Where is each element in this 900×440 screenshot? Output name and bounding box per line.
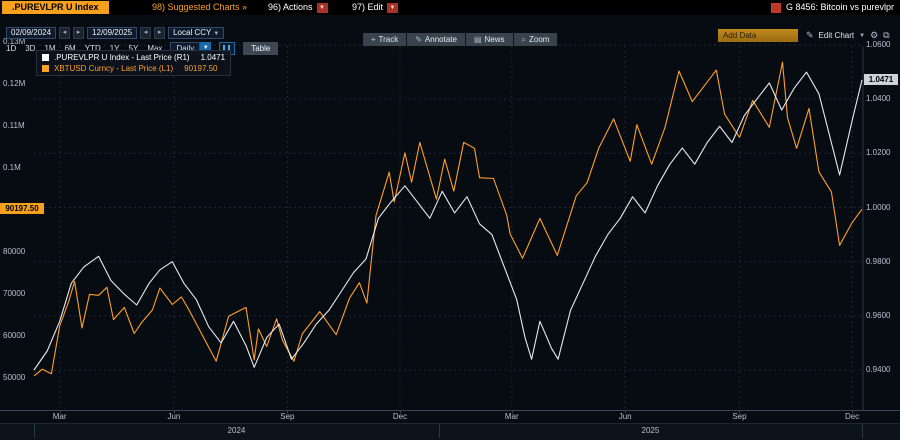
currency-select[interactable]: Local CCY ▼ bbox=[168, 27, 225, 39]
legend-label: .PUREVLPR U Index - Last Price (R1) bbox=[54, 53, 190, 62]
start-date-back-icon[interactable]: ◂ bbox=[59, 27, 71, 39]
chart-panel bbox=[0, 15, 900, 440]
pencil-icon[interactable]: ✎ bbox=[806, 30, 814, 40]
tool-label: Track bbox=[378, 35, 399, 44]
legend-item-xbtusd[interactable]: XBTUSD Curncy - Last Price (L1) 90197.50 bbox=[42, 63, 225, 74]
series-line-purevlpr bbox=[33, 71, 863, 371]
expand-icon[interactable]: ⧉ bbox=[883, 30, 890, 40]
period-5y[interactable]: 5Y bbox=[128, 44, 139, 53]
edit-chart-caret-icon[interactable]: ▼ bbox=[859, 32, 866, 39]
legend-value: 1.0471 bbox=[200, 53, 226, 62]
period-1m[interactable]: 1M bbox=[44, 44, 56, 53]
period-buttons: 1D 3D 1M 6M YTD 1Y 5Y Max bbox=[6, 44, 162, 53]
period-3d[interactable]: 3D bbox=[25, 44, 36, 53]
end-date-input[interactable]: 12/09/2025 bbox=[87, 27, 138, 39]
crosshair-icon: ⌖ bbox=[371, 35, 376, 44]
period-max[interactable]: Max bbox=[147, 44, 163, 53]
window-tag: G 8456: Bitcoin vs purevlpr bbox=[770, 2, 894, 13]
year-band bbox=[0, 423, 900, 440]
title-bar: .PUREVLPR U Index 98) Suggested Charts »… bbox=[0, 0, 900, 15]
period-1y[interactable]: 1Y bbox=[109, 44, 120, 53]
legend-value: 90197.50 bbox=[184, 64, 218, 73]
edit-chart-controls: ✎ Edit Chart ▼ ⚙ ⧉ bbox=[806, 29, 890, 42]
tool-news-button[interactable]: ▤ News bbox=[465, 33, 514, 46]
ticker-tag[interactable]: .PUREVLPR U Index bbox=[2, 1, 109, 14]
actions-menu[interactable]: 96) Actions ▼ bbox=[268, 2, 328, 13]
currency-caret-icon: ▼ bbox=[213, 31, 220, 37]
series-swatch bbox=[42, 54, 49, 61]
end-date-back-icon[interactable]: ◂ bbox=[140, 27, 152, 39]
start-date-fwd-icon[interactable]: ▸ bbox=[73, 27, 85, 39]
period-row: 1D 3D 1M 6M YTD 1Y 5Y Max Daily ▼ Table bbox=[6, 42, 279, 55]
series-line-xbtusd bbox=[33, 61, 863, 377]
zoom-icon: ⌕ bbox=[521, 35, 527, 44]
chart-legend: .PUREVLPR U Index - Last Price (R1) 1.047… bbox=[36, 50, 232, 76]
add-data-input[interactable]: Add Data bbox=[718, 29, 798, 42]
tool-label: News bbox=[484, 35, 505, 44]
edit-caret-icon[interactable]: ▼ bbox=[387, 2, 399, 13]
window-red-icon bbox=[770, 2, 781, 13]
legend-item-purevlpr[interactable]: .PUREVLPR U Index - Last Price (R1) 1.047… bbox=[42, 52, 225, 63]
suggested-charts-link[interactable]: 98) Suggested Charts » bbox=[152, 2, 248, 12]
period-1d[interactable]: 1D bbox=[6, 44, 17, 53]
pencil-icon: ✎ bbox=[415, 35, 422, 44]
frequency-caret-icon[interactable]: ▼ bbox=[200, 42, 212, 55]
tool-label: Annotate bbox=[424, 35, 457, 44]
gear-icon[interactable]: ⚙ bbox=[870, 30, 879, 40]
tool-annotate-button[interactable]: ✎ Annotate bbox=[407, 33, 466, 46]
period-6m[interactable]: 6M bbox=[64, 44, 76, 53]
end-date-fwd-icon[interactable]: ▸ bbox=[154, 27, 166, 39]
start-date-input[interactable]: 02/09/2024 bbox=[6, 27, 57, 39]
actions-caret-icon[interactable]: ▼ bbox=[316, 2, 328, 13]
tool-zoom-button[interactable]: ⌕ Zoom bbox=[513, 33, 559, 46]
table-button[interactable]: Table bbox=[243, 42, 279, 55]
series-swatch bbox=[42, 65, 49, 72]
date-range-row: 02/09/2024 ◂ ▸ 12/09/2025 ◂ ▸ Local CCY … bbox=[6, 27, 225, 39]
period-ytd[interactable]: YTD bbox=[84, 44, 101, 53]
news-icon: ▤ bbox=[473, 35, 482, 44]
edit-chart-button[interactable]: Edit Chart bbox=[818, 31, 855, 40]
edit-menu[interactable]: 97) Edit ▼ bbox=[352, 2, 399, 13]
legend-label: XBTUSD Curncy - Last Price (L1) bbox=[54, 64, 174, 73]
tool-track-button[interactable]: ⌖ Track bbox=[363, 33, 408, 46]
tool-label: Zoom bbox=[529, 35, 550, 44]
chart-tools-group: ⌖ Track ✎ Annotate ▤ News ⌕ Zoom bbox=[363, 33, 559, 46]
